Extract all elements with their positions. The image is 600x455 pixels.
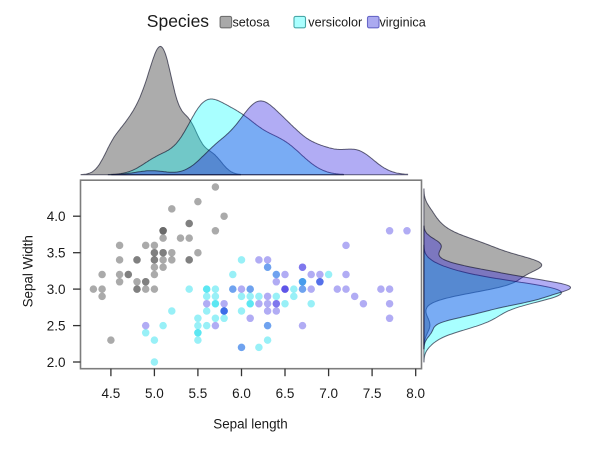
svg-text:Species: Species [147, 11, 210, 31]
svg-text:8.0: 8.0 [406, 386, 425, 401]
svg-text:5.5: 5.5 [189, 386, 208, 401]
svg-text:3.0: 3.0 [47, 282, 66, 297]
svg-text:setosa: setosa [233, 16, 270, 30]
svg-text:5.0: 5.0 [145, 386, 164, 401]
svg-text:6.0: 6.0 [232, 386, 251, 401]
svg-text:3.5: 3.5 [47, 246, 66, 261]
svg-text:6.5: 6.5 [276, 386, 295, 401]
svg-text:2.5: 2.5 [47, 318, 66, 333]
svg-text:Sepal length: Sepal length [213, 417, 287, 432]
svg-text:7.0: 7.0 [319, 386, 338, 401]
svg-text:Sepal Width: Sepal Width [21, 235, 36, 307]
svg-text:7.5: 7.5 [363, 386, 382, 401]
svg-text:2.0: 2.0 [47, 355, 66, 370]
svg-text:4.5: 4.5 [102, 386, 121, 401]
svg-text:versicolor: versicolor [308, 16, 362, 30]
svg-text:virginica: virginica [380, 16, 426, 30]
svg-text:4.0: 4.0 [47, 209, 66, 224]
